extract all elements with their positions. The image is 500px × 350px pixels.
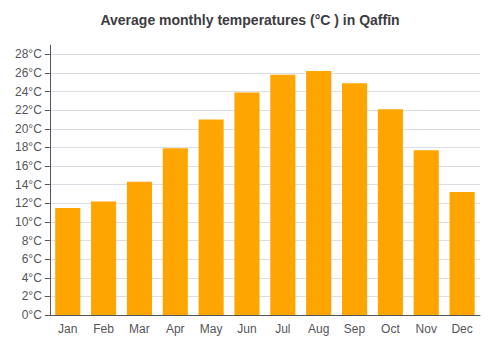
svg-text:Feb: Feb — [93, 322, 114, 336]
svg-text:4°C: 4°C — [22, 271, 42, 285]
svg-text:28°C: 28°C — [15, 47, 42, 61]
svg-text:24°C: 24°C — [15, 85, 42, 99]
svg-text:Sep: Sep — [344, 322, 366, 336]
svg-text:Nov: Nov — [416, 322, 437, 336]
svg-text:2°C: 2°C — [22, 289, 42, 303]
svg-text:Aug: Aug — [308, 322, 329, 336]
svg-text:May: May — [200, 322, 223, 336]
svg-text:6°C: 6°C — [22, 252, 42, 266]
svg-text:16°C: 16°C — [15, 159, 42, 173]
svg-text:Jan: Jan — [58, 322, 77, 336]
svg-text:0°C: 0°C — [22, 308, 42, 322]
svg-text:Dec: Dec — [451, 322, 472, 336]
svg-text:8°C: 8°C — [22, 234, 42, 248]
svg-text:Mar: Mar — [129, 322, 150, 336]
svg-text:Oct: Oct — [381, 322, 400, 336]
svg-text:12°C: 12°C — [15, 196, 42, 210]
svg-text:10°C: 10°C — [15, 215, 42, 229]
svg-text:Apr: Apr — [166, 322, 185, 336]
svg-text:18°C: 18°C — [15, 140, 42, 154]
svg-text:20°C: 20°C — [15, 122, 42, 136]
svg-text:Jul: Jul — [275, 322, 290, 336]
svg-text:14°C: 14°C — [15, 178, 42, 192]
svg-text:Average monthly temperatures (: Average monthly temperatures (°C ) in Qa… — [100, 12, 399, 28]
svg-text:22°C: 22°C — [15, 103, 42, 117]
svg-text:Jun: Jun — [237, 322, 256, 336]
svg-text:26°C: 26°C — [15, 66, 42, 80]
